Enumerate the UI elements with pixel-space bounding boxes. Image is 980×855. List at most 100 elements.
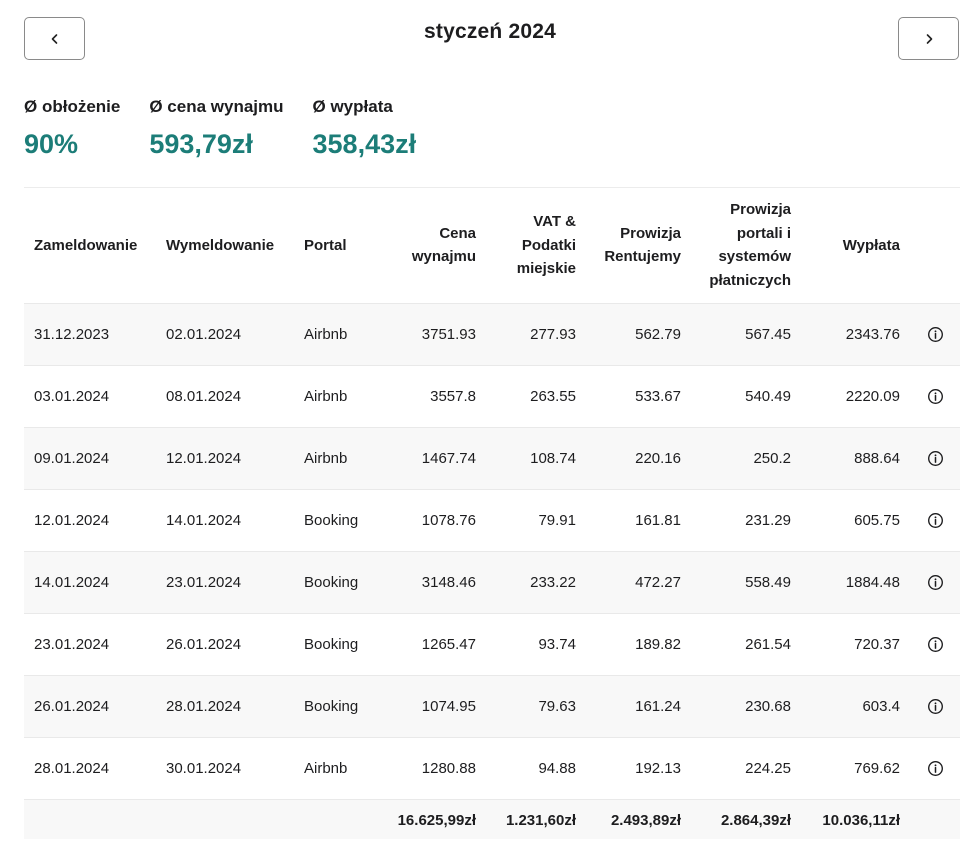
table-cell: 93.74 <box>486 612 586 675</box>
table-cell: 233.22 <box>486 550 586 613</box>
row-info-cell <box>910 302 960 365</box>
table-cell: 472.27 <box>586 550 691 613</box>
table-cell: 14.01.2024 <box>24 550 156 613</box>
table-cell: Airbnb <box>294 736 378 799</box>
stat-label: Ø obłożenie <box>24 97 121 116</box>
table-cell: 108.74 <box>486 426 586 489</box>
table-cell: 09.01.2024 <box>24 426 156 489</box>
info-icon[interactable] <box>927 574 944 591</box>
table-cell: 1074.95 <box>378 674 486 737</box>
column-header-line: Zameldowanie <box>34 236 138 254</box>
column-header: VAT & Podatki miejskie <box>486 188 586 303</box>
table-cell: 189.82 <box>586 612 691 675</box>
column-header-line: płatniczych <box>709 271 791 289</box>
table-cell: 2343.76 <box>801 302 910 365</box>
table-cell: 261.54 <box>691 612 801 675</box>
column-header-line: miejskie <box>516 260 576 277</box>
stat-value: 358,43zł <box>312 129 417 159</box>
table-cell: Airbnb <box>294 302 378 365</box>
info-icon[interactable] <box>927 450 944 467</box>
table-cell: Airbnb <box>294 426 378 489</box>
table-cell: 277.93 <box>486 302 586 365</box>
table-cell: Airbnb <box>294 364 378 427</box>
table-cell: 533.67 <box>586 364 691 427</box>
column-header: Cena wynajmu <box>378 188 486 303</box>
table-cell: 224.25 <box>691 736 801 799</box>
table-cell: 161.81 <box>586 488 691 551</box>
info-icon[interactable] <box>927 512 944 529</box>
table-cell: 79.63 <box>486 674 586 737</box>
table-cell: Booking <box>294 612 378 675</box>
column-header-line: wynajmu <box>411 248 476 266</box>
table-cell: 250.2 <box>691 426 801 489</box>
column-header: Portal <box>294 188 378 303</box>
table-cell: 720.37 <box>801 612 910 675</box>
stat-payout: Ø wypłata 358,43zł <box>313 97 417 160</box>
table-row: 03.01.2024 08.01.2024 Airbnb 3557.8 263.55 53… <box>24 364 960 427</box>
column-header: Prowizja Rentujemy <box>586 188 691 303</box>
table-row: 09.01.2024 12.01.2024 Airbnb 1467.74 108.74 2… <box>24 426 960 489</box>
column-header-line: Prowizja <box>620 224 681 242</box>
column-header-line: Podatki <box>521 236 576 254</box>
column-header-line: Prowizja <box>730 201 791 219</box>
table-cell: 562.79 <box>586 302 691 365</box>
table-cell: 161.24 <box>586 674 691 737</box>
table-cell: 28.01.2024 <box>24 736 156 799</box>
stat-label: Ø wypłata <box>312 97 393 116</box>
table-cell: 1467.74 <box>378 426 486 489</box>
info-icon[interactable] <box>927 388 944 405</box>
table-cell: 1078.76 <box>378 488 486 551</box>
previous-month-button[interactable] <box>24 17 85 60</box>
table-cell: 03.01.2024 <box>24 364 156 427</box>
table-cell: 1884.48 <box>801 550 910 613</box>
chevron-left-icon <box>51 33 57 44</box>
table-cell: 3557.8 <box>378 364 486 427</box>
column-header-line: Wymeldowanie <box>166 236 275 254</box>
table-cell: 567.45 <box>691 302 801 365</box>
table-cell: 12.01.2024 <box>24 488 156 551</box>
chevron-right-icon <box>926 33 932 44</box>
row-info-cell <box>910 612 960 675</box>
table-row: 28.01.2024 30.01.2024 Airbnb 1280.88 94.88 19… <box>24 736 960 799</box>
table-cell: 26.01.2024 <box>24 674 156 737</box>
row-info-cell <box>910 550 960 613</box>
column-header-line: Portal <box>304 236 347 254</box>
column-header-actions <box>910 188 960 303</box>
table-cell: 603.4 <box>801 674 910 737</box>
table-cell: 23.01.2024 <box>156 550 294 613</box>
table-row: 31.12.2023 02.01.2024 Airbnb 3751.93 277.93 5… <box>24 302 960 365</box>
table-cell: 26.01.2024 <box>156 612 294 675</box>
totals-row: 16.625,99zł 1.231,60zł 2.493,89zł 2.864,39z… <box>24 798 960 839</box>
stat-value: 90% <box>24 129 79 159</box>
column-header-line: VAT & <box>533 213 576 230</box>
info-icon[interactable] <box>927 698 944 715</box>
stat-label: Ø cena wynajmu <box>149 97 284 116</box>
table-cell: 14.01.2024 <box>156 488 294 551</box>
table-cell: 540.49 <box>691 364 801 427</box>
info-icon[interactable] <box>927 326 944 343</box>
table-cell: 12.01.2024 <box>156 426 294 489</box>
table-row: 12.01.2024 14.01.2024 Booking 1078.76 79.91 1… <box>24 488 960 551</box>
table-cell: 02.01.2024 <box>156 302 294 365</box>
table-cell: 231.29 <box>691 488 801 551</box>
total-cell: 10.036,11zł <box>801 798 910 839</box>
table-cell: 23.01.2024 <box>24 612 156 675</box>
table-cell: 31.12.2023 <box>24 302 156 365</box>
stat-value: 593,79zł <box>149 129 253 159</box>
info-icon[interactable] <box>927 636 944 653</box>
row-info-cell <box>910 488 960 551</box>
total-cell: 2.493,89zł <box>586 798 691 839</box>
stat-occupancy: Ø obłożenie 90% <box>24 97 120 160</box>
table-row: 14.01.2024 23.01.2024 Booking 3148.46 233.22… <box>24 550 960 613</box>
total-cell: 2.864,39zł <box>691 798 801 839</box>
table-cell: 220.16 <box>586 426 691 489</box>
table-cell: 192.13 <box>586 736 691 799</box>
total-cell: 16.625,99zł <box>378 798 486 839</box>
table-cell: 769.62 <box>801 736 910 799</box>
table-cell: 2220.09 <box>801 364 910 427</box>
info-icon[interactable] <box>927 760 944 777</box>
table-cell: 08.01.2024 <box>156 364 294 427</box>
table-cell: Booking <box>294 674 378 737</box>
next-month-button[interactable] <box>898 17 959 60</box>
column-header-line: Wypłata <box>842 236 900 254</box>
